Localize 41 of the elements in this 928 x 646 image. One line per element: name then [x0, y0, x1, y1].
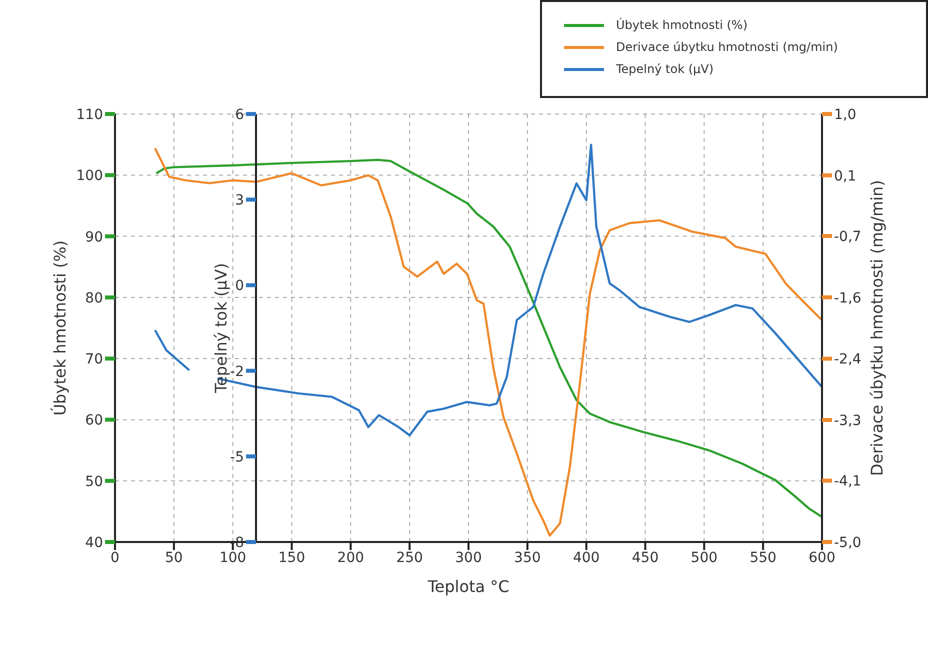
y-tick-label: 40 — [85, 534, 103, 551]
y2-tick-label: -0,7 — [834, 228, 862, 245]
x-tick-label: 200 — [337, 550, 364, 566]
x-tick-label: 450 — [632, 550, 659, 566]
y2-tick-label: -1,6 — [834, 290, 862, 306]
x-tick-label: 50 — [165, 550, 183, 566]
y3-tick-label: 6 — [235, 106, 244, 123]
x-tick-label: 350 — [514, 550, 541, 566]
x-axis-title: Teplota °C — [426, 577, 510, 596]
y3-axis-title: Tepelný tok (µV) — [212, 262, 231, 394]
legend-label: Úbytek hmotnosti (%) — [616, 18, 748, 32]
legend-label: Derivace úbytku hmotnosti (mg/min) — [616, 40, 838, 54]
y-axis-title: Úbytek hmotnosti (%) — [50, 240, 70, 416]
y2-tick-label: -4,1 — [834, 474, 862, 490]
x-tick-label: 300 — [455, 550, 482, 566]
y2-tick-label: -3,3 — [834, 412, 862, 429]
x-tick-label: 400 — [572, 550, 600, 566]
y3-tick-label: 0 — [235, 278, 244, 294]
y2-tick-label: -5,0 — [834, 534, 862, 551]
y2-axis-title: Derivace úbytku hmotnosti (mg/min) — [868, 180, 887, 476]
y2-tick-label: 1,0 — [834, 106, 856, 123]
x-tick-label: 250 — [396, 550, 423, 566]
y-tick-label: 80 — [85, 290, 103, 306]
x-tick-label: 100 — [219, 550, 246, 566]
y2-tick-label: 0,1 — [834, 168, 856, 184]
y3-tick-label: 3 — [235, 192, 244, 209]
x-tick-label: 550 — [750, 550, 776, 566]
x-tick-label: 150 — [278, 550, 306, 566]
y3-tick-label: -2 — [230, 364, 244, 380]
y-tick-label: 110 — [76, 106, 103, 123]
y3-tick-label: -5 — [230, 449, 244, 466]
y-tick-label: 60 — [85, 412, 103, 429]
legend-label: Tepelný tok (µV) — [616, 62, 714, 76]
x-tick-label: 600 — [808, 550, 836, 566]
y2-tick-label: -2,4 — [834, 352, 862, 368]
x-tick-label: 0 — [110, 550, 120, 566]
y-tick-label: 70 — [85, 352, 103, 368]
x-tick-label: 500 — [690, 550, 718, 566]
y-tick-label: 90 — [85, 229, 103, 246]
y-tick-label: 100 — [76, 168, 103, 184]
y-tick-label: 50 — [85, 474, 103, 490]
